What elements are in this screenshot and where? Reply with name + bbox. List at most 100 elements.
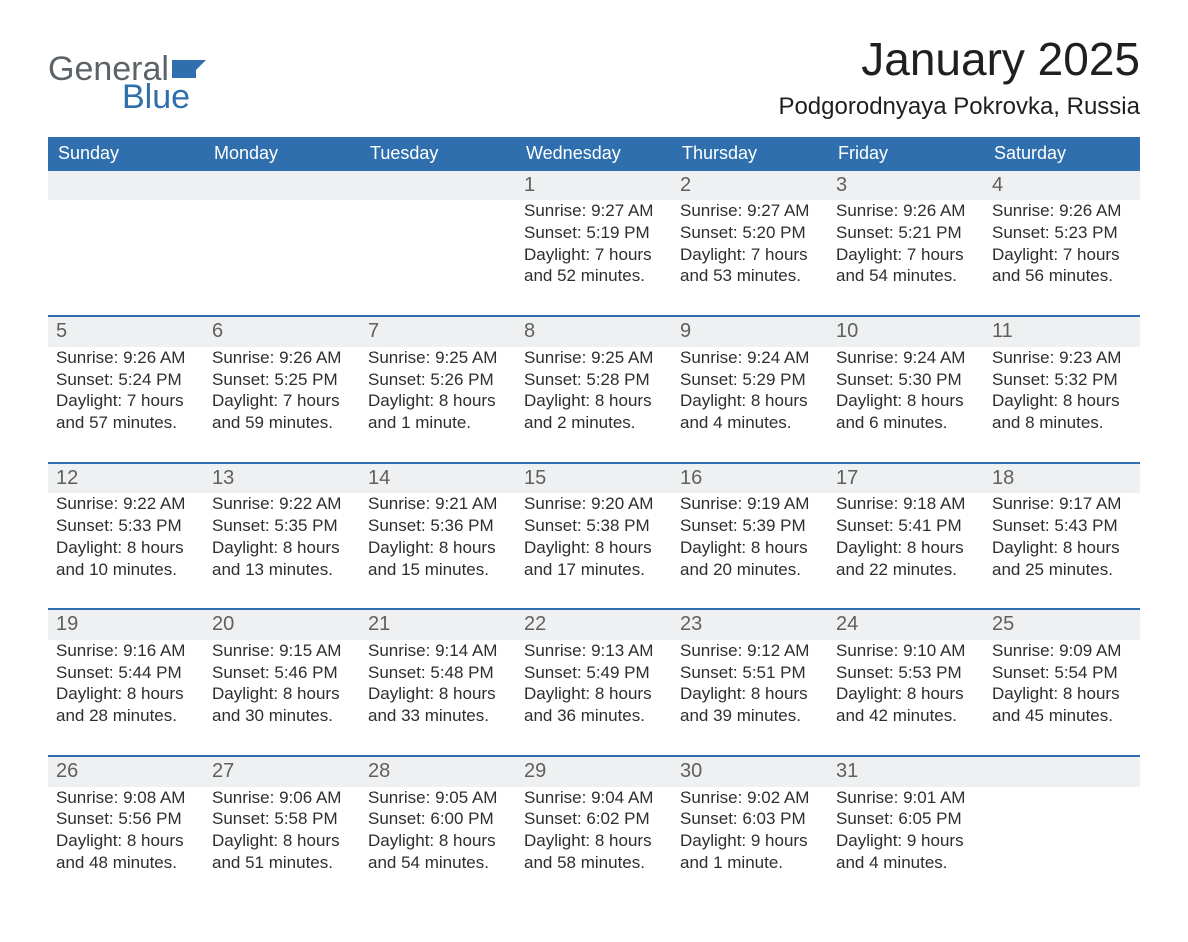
daylight-line-1: Daylight: 8 hours: [680, 390, 820, 412]
day-cell: Sunrise: 9:21 AMSunset: 5:36 PMDaylight:…: [360, 493, 516, 609]
sunrise-line: Sunrise: 9:24 AM: [836, 347, 976, 369]
day-number-cell: 5: [48, 316, 204, 347]
sunset-line: Sunset: 5:32 PM: [992, 369, 1132, 391]
sunrise-line: Sunrise: 9:24 AM: [680, 347, 820, 369]
weekday-header: Tuesday: [360, 137, 516, 171]
day-cell: Sunrise: 9:26 AMSunset: 5:21 PMDaylight:…: [828, 200, 984, 316]
calendar-page: General Blue January 2025 Podgorodnyaya …: [0, 0, 1188, 942]
daylight-line-1: Daylight: 8 hours: [56, 537, 196, 559]
daylight-line-1: Daylight: 8 hours: [992, 537, 1132, 559]
day-cell: Sunrise: 9:24 AMSunset: 5:29 PMDaylight:…: [672, 347, 828, 463]
daylight-line-1: Daylight: 8 hours: [524, 683, 664, 705]
daylight-line-1: Daylight: 7 hours: [524, 244, 664, 266]
weekday-header: Friday: [828, 137, 984, 171]
day-cell: Sunrise: 9:18 AMSunset: 5:41 PMDaylight:…: [828, 493, 984, 609]
calendar-table: Sunday Monday Tuesday Wednesday Thursday…: [48, 137, 1140, 902]
daylight-line-2: and 6 minutes.: [836, 412, 976, 434]
daylight-line-2: and 58 minutes.: [524, 852, 664, 874]
weekday-header: Wednesday: [516, 137, 672, 171]
day-cell: Sunrise: 9:14 AMSunset: 5:48 PMDaylight:…: [360, 640, 516, 756]
day-cell: Sunrise: 9:09 AMSunset: 5:54 PMDaylight:…: [984, 640, 1140, 756]
day-number-cell: 28: [360, 756, 516, 787]
day-cell: Sunrise: 9:16 AMSunset: 5:44 PMDaylight:…: [48, 640, 204, 756]
sunset-line: Sunset: 5:29 PM: [680, 369, 820, 391]
daynum-row: 567891011: [48, 316, 1140, 347]
daynum-row: 1234: [48, 171, 1140, 201]
daylight-line-1: Daylight: 8 hours: [368, 830, 508, 852]
daylight-line-1: Daylight: 7 hours: [212, 390, 352, 412]
day-number-cell: 9: [672, 316, 828, 347]
daylight-line-2: and 54 minutes.: [836, 265, 976, 287]
sunrise-line: Sunrise: 9:10 AM: [836, 640, 976, 662]
calendar-body: 1234Sunrise: 9:27 AMSunset: 5:19 PMDayli…: [48, 171, 1140, 902]
sunrise-line: Sunrise: 9:26 AM: [836, 200, 976, 222]
sunset-line: Sunset: 6:02 PM: [524, 808, 664, 830]
day-cell: Sunrise: 9:15 AMSunset: 5:46 PMDaylight:…: [204, 640, 360, 756]
daylight-line-2: and 51 minutes.: [212, 852, 352, 874]
daylight-line-1: Daylight: 7 hours: [836, 244, 976, 266]
daylight-line-2: and 15 minutes.: [368, 559, 508, 581]
day-cell: Sunrise: 9:23 AMSunset: 5:32 PMDaylight:…: [984, 347, 1140, 463]
daylight-line-2: and 8 minutes.: [992, 412, 1132, 434]
daylight-line-1: Daylight: 7 hours: [992, 244, 1132, 266]
daylight-line-2: and 28 minutes.: [56, 705, 196, 727]
day-cell: Sunrise: 9:12 AMSunset: 5:51 PMDaylight:…: [672, 640, 828, 756]
sunrise-line: Sunrise: 9:17 AM: [992, 493, 1132, 515]
day-cell: Sunrise: 9:17 AMSunset: 5:43 PMDaylight:…: [984, 493, 1140, 609]
sunrise-line: Sunrise: 9:18 AM: [836, 493, 976, 515]
day-number-cell: 22: [516, 609, 672, 640]
day-number-cell: 30: [672, 756, 828, 787]
day-number-cell: 17: [828, 463, 984, 494]
sunrise-line: Sunrise: 9:04 AM: [524, 787, 664, 809]
day-number-cell: [984, 756, 1140, 787]
sunset-line: Sunset: 5:44 PM: [56, 662, 196, 684]
day-number-cell: 15: [516, 463, 672, 494]
day-number-cell: [204, 171, 360, 201]
daylight-line-2: and 17 minutes.: [524, 559, 664, 581]
daylight-line-1: Daylight: 9 hours: [680, 830, 820, 852]
sunset-line: Sunset: 5:33 PM: [56, 515, 196, 537]
day-cell: Sunrise: 9:08 AMSunset: 5:56 PMDaylight:…: [48, 787, 204, 902]
sunset-line: Sunset: 5:54 PM: [992, 662, 1132, 684]
day-cell: Sunrise: 9:22 AMSunset: 5:35 PMDaylight:…: [204, 493, 360, 609]
sunrise-line: Sunrise: 9:16 AM: [56, 640, 196, 662]
daylight-line-1: Daylight: 8 hours: [836, 390, 976, 412]
daylight-line-1: Daylight: 7 hours: [680, 244, 820, 266]
day-cell: Sunrise: 9:24 AMSunset: 5:30 PMDaylight:…: [828, 347, 984, 463]
sunset-line: Sunset: 5:28 PM: [524, 369, 664, 391]
day-number-cell: 10: [828, 316, 984, 347]
day-cell: Sunrise: 9:20 AMSunset: 5:38 PMDaylight:…: [516, 493, 672, 609]
sunrise-line: Sunrise: 9:05 AM: [368, 787, 508, 809]
sunrise-line: Sunrise: 9:13 AM: [524, 640, 664, 662]
day-number-cell: 23: [672, 609, 828, 640]
sunset-line: Sunset: 5:39 PM: [680, 515, 820, 537]
sunset-line: Sunset: 5:46 PM: [212, 662, 352, 684]
day-cell: Sunrise: 9:27 AMSunset: 5:19 PMDaylight:…: [516, 200, 672, 316]
sunrise-line: Sunrise: 9:20 AM: [524, 493, 664, 515]
sunset-line: Sunset: 5:35 PM: [212, 515, 352, 537]
day-number-cell: 27: [204, 756, 360, 787]
daylight-line-2: and 48 minutes.: [56, 852, 196, 874]
day-number-cell: 18: [984, 463, 1140, 494]
day-cell: Sunrise: 9:05 AMSunset: 6:00 PMDaylight:…: [360, 787, 516, 902]
daylight-line-1: Daylight: 8 hours: [836, 683, 976, 705]
daylight-line-1: Daylight: 8 hours: [368, 537, 508, 559]
day-cell: Sunrise: 9:25 AMSunset: 5:28 PMDaylight:…: [516, 347, 672, 463]
day-cell: Sunrise: 9:10 AMSunset: 5:53 PMDaylight:…: [828, 640, 984, 756]
sunset-line: Sunset: 5:19 PM: [524, 222, 664, 244]
sunset-line: Sunset: 5:20 PM: [680, 222, 820, 244]
sunrise-line: Sunrise: 9:25 AM: [368, 347, 508, 369]
daylight-line-2: and 59 minutes.: [212, 412, 352, 434]
daylight-line-1: Daylight: 8 hours: [368, 683, 508, 705]
daynum-row: 262728293031: [48, 756, 1140, 787]
daylight-line-2: and 56 minutes.: [992, 265, 1132, 287]
sunset-line: Sunset: 5:23 PM: [992, 222, 1132, 244]
day-number-cell: 26: [48, 756, 204, 787]
day-body-row: Sunrise: 9:22 AMSunset: 5:33 PMDaylight:…: [48, 493, 1140, 609]
day-body-row: Sunrise: 9:27 AMSunset: 5:19 PMDaylight:…: [48, 200, 1140, 316]
sunrise-line: Sunrise: 9:15 AM: [212, 640, 352, 662]
sunset-line: Sunset: 5:21 PM: [836, 222, 976, 244]
day-cell: Sunrise: 9:27 AMSunset: 5:20 PMDaylight:…: [672, 200, 828, 316]
day-cell: Sunrise: 9:26 AMSunset: 5:23 PMDaylight:…: [984, 200, 1140, 316]
daylight-line-2: and 10 minutes.: [56, 559, 196, 581]
